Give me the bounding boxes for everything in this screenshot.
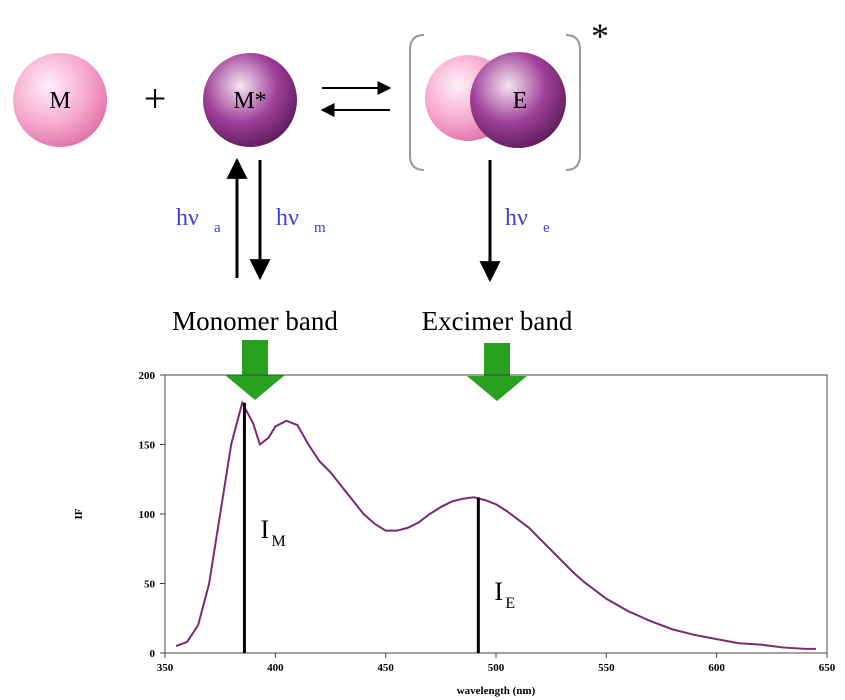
figure: M + M* E * hν a hν m hν e Monomer band E… <box>0 0 845 700</box>
y-tick-label: 200 <box>139 370 156 382</box>
transition-subscript: m <box>314 220 326 236</box>
transition-subscript: a <box>214 220 221 236</box>
data-line <box>176 403 816 649</box>
peak-label: I <box>260 515 269 544</box>
transition-label: hν <box>276 205 299 231</box>
peak-label: I <box>494 577 503 606</box>
species-label: E <box>513 88 528 114</box>
y-tick-label: 50 <box>144 579 156 591</box>
excited-mark: * <box>591 16 609 56</box>
x-tick-label: 350 <box>157 662 174 674</box>
band-pointer <box>225 340 285 400</box>
bracket <box>566 35 580 170</box>
x-tick-label: 400 <box>267 662 284 674</box>
y-tick-label: 0 <box>150 648 156 660</box>
x-tick-label: 450 <box>377 662 394 674</box>
transition-label: hν <box>505 205 528 231</box>
x-tick-label: 600 <box>708 662 725 674</box>
y-tick-label: 100 <box>139 509 156 521</box>
band-label: Excimer band <box>422 306 573 336</box>
x-axis-label: wavelength (nm) <box>457 685 536 697</box>
plus-sign: + <box>144 76 167 121</box>
transition-subscript: e <box>543 220 550 236</box>
chart: 0 50 100 150 200 350 400 450 500 550 600 650 wavelen… <box>73 370 836 697</box>
species-label: M* <box>233 88 266 114</box>
species-label: M <box>49 88 70 114</box>
transition-label: hν <box>176 205 199 231</box>
y-tick-label: 150 <box>139 440 156 452</box>
x-tick-label: 550 <box>598 662 615 674</box>
x-tick-label: 650 <box>819 662 836 674</box>
y-axis-label: IF <box>73 508 85 519</box>
x-tick-label: 500 <box>488 662 505 674</box>
peak-subscript: E <box>505 595 515 612</box>
bracket <box>410 35 424 170</box>
peak-subscript: M <box>271 533 285 550</box>
band-label: Monomer band <box>172 306 338 336</box>
band-pointer <box>467 343 527 401</box>
